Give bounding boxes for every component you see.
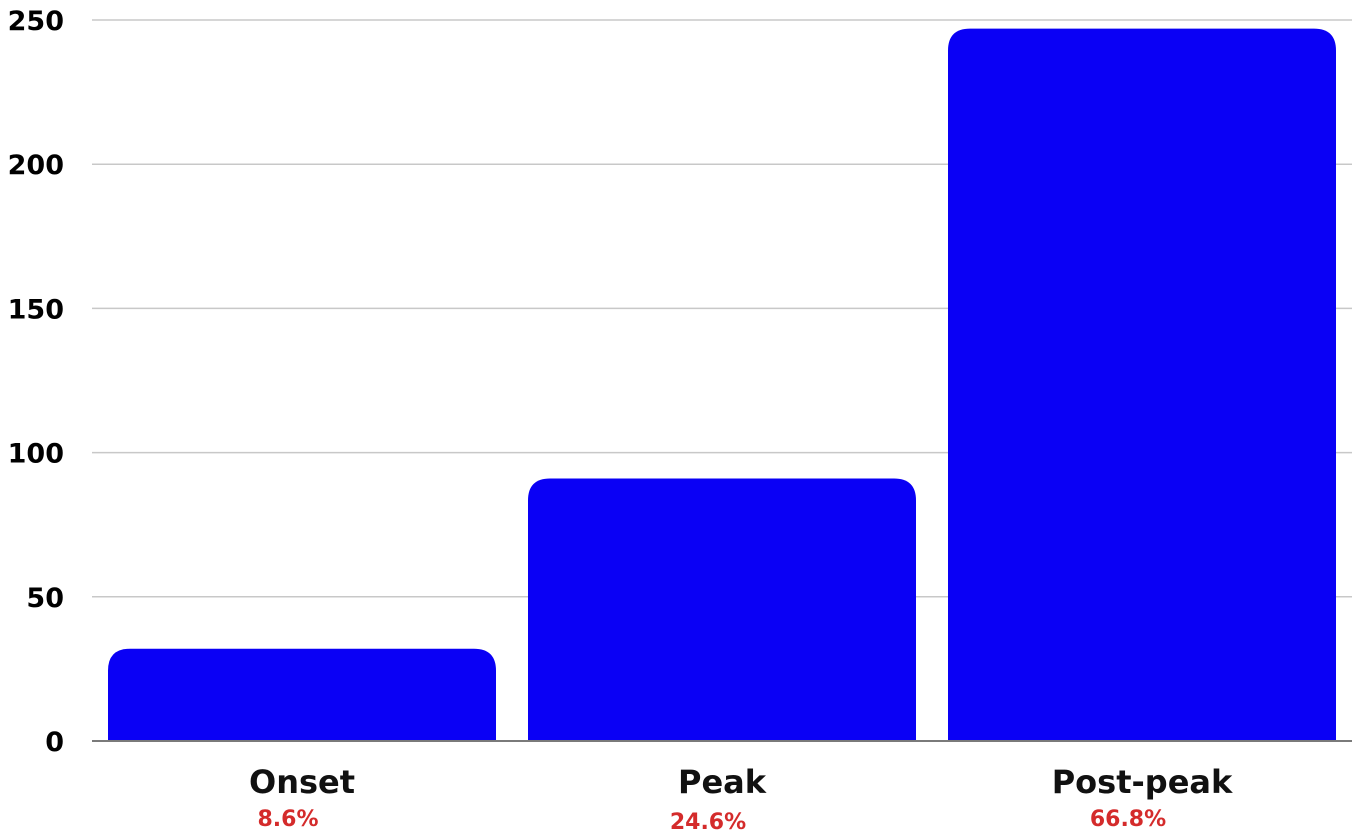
category-label-post-peak: Post-peak: [1052, 763, 1233, 801]
category-label-peak: Peak: [678, 763, 767, 801]
x-axis-category-labels: Onset Peak Post-peak: [249, 763, 1233, 801]
bar-peak: [528, 478, 916, 741]
bars: [108, 28, 1336, 742]
y-tick-label-150: 150: [8, 294, 64, 325]
percent-label-onset: 8.6%: [257, 807, 318, 832]
y-tick-label-0: 0: [45, 727, 64, 758]
percent-labels: 8.6% 24.6% 66.8%: [257, 807, 1166, 832]
category-label-onset: Onset: [249, 763, 355, 801]
y-tick-label-250: 250: [8, 6, 64, 37]
percent-label-peak: 24.6%: [670, 810, 746, 832]
bar-post-peak: [948, 28, 1336, 742]
y-tick-label-200: 200: [8, 150, 64, 181]
y-tick-label-100: 100: [8, 439, 64, 470]
percent-label-post-peak: 66.8%: [1090, 807, 1166, 832]
bar-onset: [108, 648, 496, 741]
y-axis-tick-labels: 0 50 100 150 200 250: [8, 6, 64, 758]
y-tick-label-50: 50: [26, 583, 64, 614]
